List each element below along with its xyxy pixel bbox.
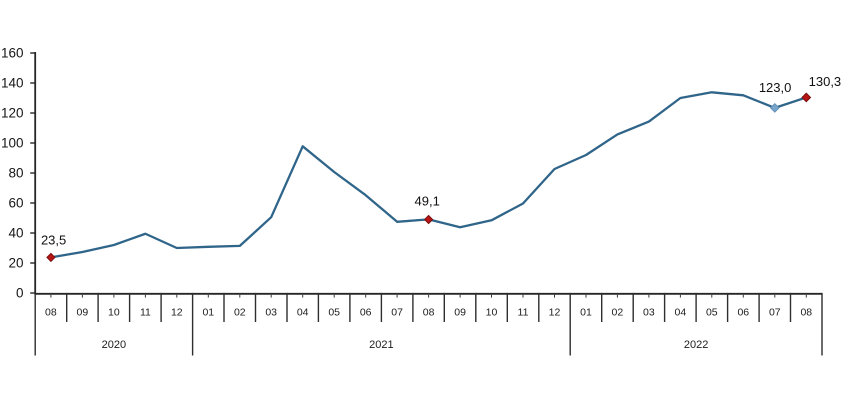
svg-text:2021: 2021: [369, 339, 393, 351]
svg-text:08: 08: [45, 307, 57, 319]
svg-text:49,1: 49,1: [415, 194, 440, 209]
svg-text:130,3: 130,3: [809, 74, 842, 89]
svg-text:08: 08: [800, 307, 812, 319]
svg-text:2022: 2022: [684, 339, 708, 351]
svg-text:04: 04: [297, 307, 309, 319]
svg-text:07: 07: [769, 307, 781, 319]
svg-text:10: 10: [108, 307, 120, 319]
svg-text:06: 06: [737, 307, 749, 319]
svg-text:160: 160: [1, 45, 24, 60]
svg-text:05: 05: [328, 307, 340, 319]
svg-text:10: 10: [486, 307, 498, 319]
svg-text:03: 03: [643, 307, 655, 319]
svg-text:23,5: 23,5: [41, 233, 66, 248]
svg-text:07: 07: [391, 307, 403, 319]
svg-text:140: 140: [1, 75, 24, 90]
svg-text:120: 120: [1, 105, 24, 120]
svg-text:40: 40: [8, 225, 23, 240]
svg-text:2020: 2020: [102, 339, 126, 351]
svg-text:60: 60: [8, 195, 23, 210]
svg-text:09: 09: [454, 307, 466, 319]
svg-text:09: 09: [77, 307, 89, 319]
svg-text:08: 08: [423, 307, 435, 319]
svg-text:06: 06: [360, 307, 372, 319]
svg-text:04: 04: [675, 307, 687, 319]
svg-text:01: 01: [580, 307, 592, 319]
svg-text:11: 11: [518, 307, 529, 319]
svg-text:20: 20: [8, 255, 23, 270]
svg-text:123,0: 123,0: [759, 80, 792, 95]
svg-text:01: 01: [202, 307, 214, 319]
svg-text:0: 0: [16, 285, 24, 300]
svg-text:11: 11: [140, 307, 151, 319]
svg-text:03: 03: [265, 307, 277, 319]
svg-text:02: 02: [234, 307, 246, 319]
svg-text:02: 02: [612, 307, 624, 319]
svg-text:80: 80: [8, 165, 23, 180]
svg-text:05: 05: [706, 307, 718, 319]
svg-text:100: 100: [1, 135, 24, 150]
svg-text:12: 12: [171, 307, 183, 319]
svg-text:12: 12: [549, 307, 561, 319]
